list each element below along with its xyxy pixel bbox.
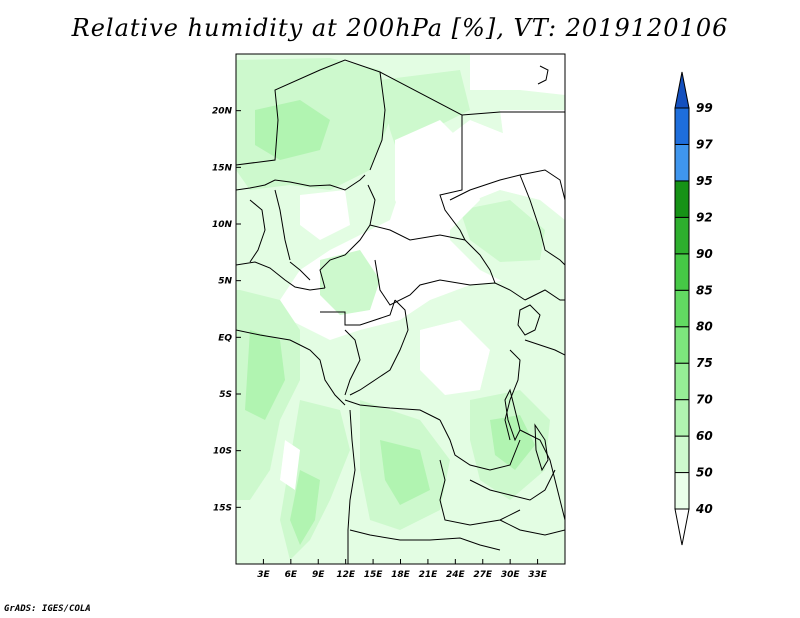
lat-tick-label: 5S xyxy=(219,390,232,400)
colorbar-level-label: 80 xyxy=(696,320,713,334)
longitude-axis: 3E 6E 9E 12E 15E 18E 21E 24E 27E 30E 33E xyxy=(257,559,548,580)
colorbar-box xyxy=(674,326,690,364)
lon-tick-label: 27E xyxy=(473,570,493,580)
lon-tick-label: 21E xyxy=(419,570,439,580)
map-title: Relative humidity at 200hPa [%], VT: 201… xyxy=(71,14,729,42)
grads-credit: GrADS: IGES/COLA xyxy=(4,604,91,614)
colorbar-box xyxy=(674,107,690,145)
colorbar-level-label: 99 xyxy=(696,101,713,115)
colorbar-level-label: 60 xyxy=(696,429,713,443)
country-borders xyxy=(236,59,565,564)
colorbar-level-label: 70 xyxy=(696,393,713,407)
colorbar-box xyxy=(674,143,690,182)
humidity-field xyxy=(236,54,565,564)
colorbar-box xyxy=(674,399,690,437)
colorbar-box xyxy=(674,253,690,291)
colorbar-box xyxy=(674,362,690,401)
colorbar-box xyxy=(674,289,690,328)
lat-tick-label: 15N xyxy=(212,163,233,173)
colorbar-level-label: 90 xyxy=(696,247,713,261)
lon-tick-label: 24E xyxy=(446,570,466,580)
colorbar-legend: 40 50 60 70 75 80 85 90 92 95 97 99 xyxy=(674,71,713,546)
colorbar-box xyxy=(674,435,690,474)
lat-tick-label: 10S xyxy=(213,447,232,457)
colorbar-level-label: 97 xyxy=(696,137,713,151)
colorbar-level-label: 95 xyxy=(696,174,713,188)
lon-tick-label: 15E xyxy=(364,570,384,580)
colorbar-level-label: 75 xyxy=(696,356,713,370)
colorbar-level-label: 92 xyxy=(696,210,713,224)
colorbar-box xyxy=(674,180,690,218)
colorbar-low-triangle xyxy=(674,508,690,546)
colorbar-box xyxy=(674,216,690,255)
lat-tick-label: 5N xyxy=(218,277,232,287)
colorbar-level-label: 40 xyxy=(695,502,713,516)
lon-tick-label: 6E xyxy=(285,570,298,580)
lon-tick-label: 33E xyxy=(528,570,548,580)
colorbar-level-label: 50 xyxy=(696,466,713,480)
colorbar-level-label: 85 xyxy=(696,283,713,297)
latitude-axis: 20N 15N 10N 5N EQ 5S 10S 15S xyxy=(212,107,241,513)
lon-tick-label: 12E xyxy=(336,570,356,580)
lat-tick-label: 10N xyxy=(212,220,233,230)
lon-tick-label: 3E xyxy=(257,570,270,580)
lat-tick-label: 15S xyxy=(213,503,232,513)
lon-tick-label: 18E xyxy=(391,570,411,580)
lat-tick-label: 20N xyxy=(212,107,233,117)
lon-tick-label: 9E xyxy=(312,570,325,580)
lat-tick-label: EQ xyxy=(218,333,232,343)
colorbar-high-triangle xyxy=(674,71,690,109)
colorbar-box xyxy=(674,472,690,510)
lon-tick-label: 30E xyxy=(501,570,521,580)
